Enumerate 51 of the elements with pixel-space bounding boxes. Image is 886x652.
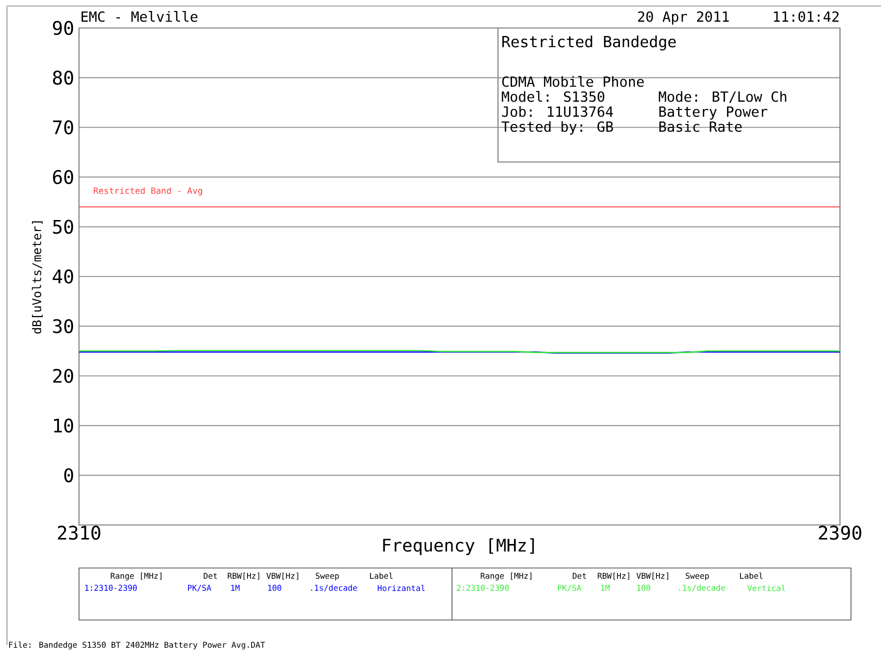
text: PK/SA	[188, 584, 212, 592]
x-tick-label: 2310	[58, 526, 100, 540]
annotation: Basic Rate	[659, 121, 742, 132]
text: 1M	[601, 584, 610, 591]
annotation: Mode: BT/Low Ch	[658, 91, 786, 104]
y-tick-label: 10	[54, 418, 74, 433]
annotation: CDMA Mobile Phone	[502, 76, 644, 87]
text: Vertical	[748, 584, 786, 592]
text: 11:01:42	[774, 11, 839, 22]
text: EMC - Melville	[82, 11, 198, 22]
annotation: Tested by: GB	[502, 121, 613, 135]
text: Sweep	[686, 572, 709, 580]
text: Label	[740, 572, 763, 579]
y-tick-label: 30	[53, 319, 74, 334]
y-tick-label: 70	[53, 120, 74, 134]
x-tick-label: 2390	[818, 526, 862, 540]
text: PK/SA	[558, 584, 582, 592]
text: 2:2310-2390	[456, 584, 509, 591]
annotation: Model: S1350	[502, 91, 604, 102]
text: 100	[637, 584, 650, 591]
y-tick-label: 80	[53, 70, 74, 85]
text: Horizantal	[378, 584, 425, 592]
x-axis-title: Frequency [MHz]	[383, 538, 534, 556]
text: .1s/decade	[679, 584, 725, 592]
chart-title: Restricted Bandedge	[502, 36, 676, 50]
text: VBW[Hz]	[266, 572, 298, 580]
text: RBW[Hz]	[598, 572, 630, 580]
text: .1s/decade	[311, 584, 357, 592]
annotation: Battery Power	[659, 106, 768, 120]
text: 1:2310-2390	[85, 584, 137, 591]
text: VBW[Hz]	[636, 572, 668, 580]
y-tick-label: 50	[53, 220, 74, 234]
y-tick-label: 90	[52, 20, 74, 36]
y-tick-label: 20	[53, 368, 74, 383]
text: Range [MHz]	[480, 572, 532, 580]
text: Det	[572, 572, 586, 579]
y-tick-label: 60	[53, 170, 74, 184]
text: File: Bandedge S1350 BT 2402MHz Battery Power Avg.DAT	[9, 642, 265, 650]
text: 1M	[231, 584, 240, 591]
y-tick-label: 0	[64, 468, 74, 482]
text: RBW[Hz]	[228, 572, 260, 580]
text: Det	[204, 572, 217, 579]
text: 20 Apr 2011	[638, 11, 729, 25]
text: Range [MHz]	[110, 572, 162, 580]
y-tick-label: 40	[52, 269, 74, 284]
y-axis-title: dB[uVolts/meter]	[32, 221, 43, 334]
ref-line-label: Restricted Band - Avg	[94, 187, 202, 196]
annotation: Job: 11U13764	[502, 106, 613, 117]
text: Label	[370, 572, 393, 579]
text: Sweep	[316, 572, 339, 580]
text: 100	[268, 584, 282, 591]
